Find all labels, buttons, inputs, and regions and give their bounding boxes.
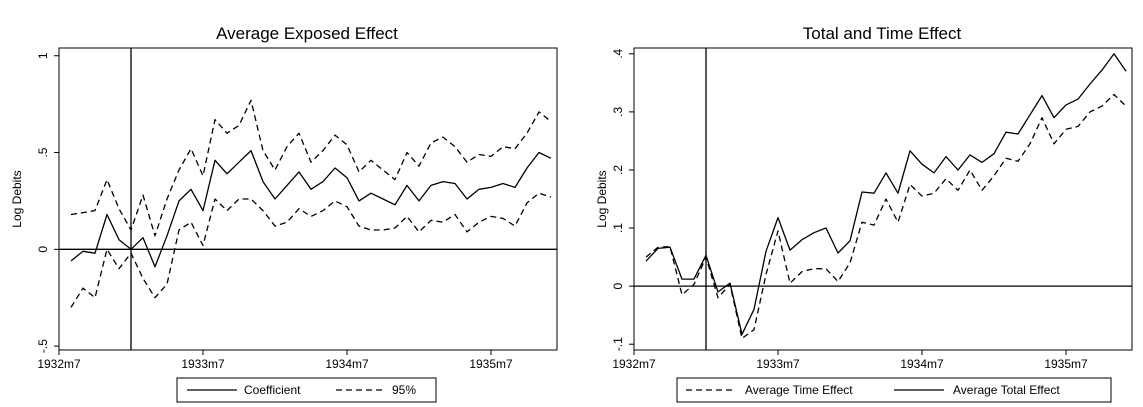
right-y-tick-label: 0 [611, 282, 625, 289]
chart-right-legend-label-total: Average Total Effect [953, 383, 1060, 397]
chart-right-x-ticks: 1932m7 1933m7 1934m7 1935m7 [612, 350, 1088, 371]
chart-right-y-axis-label: Log Debits [595, 170, 609, 227]
left-x-tick-label: 1935m7 [469, 357, 513, 371]
right-x-tick-label: 1932m7 [612, 357, 656, 371]
right-x-tick-label: 1934m7 [900, 357, 944, 371]
left-x-tick-label: 1933m7 [181, 357, 225, 371]
left-x-tick-label: 1934m7 [325, 357, 369, 371]
chart-right-plot-frame [633, 47, 1133, 351]
right-y-tick-label: .1 [611, 223, 625, 233]
chart-left-series [70, 99, 552, 308]
chart-right-title: Total and Time Effect [803, 24, 962, 43]
left-y-tick-label: 0 [36, 246, 50, 253]
chart-left-y-axis-label: Log Debits [10, 170, 24, 227]
chart-left-x-ticks: 1932m7 1933m7 1934m7 1935m7 [37, 350, 513, 371]
left-y-tick-label: 1 [36, 52, 50, 59]
chart-left-plot-frame [58, 47, 558, 351]
chart-left: Average Exposed Effect Log Debits -.5 0 .5… [10, 24, 558, 403]
chart-left-legend: Coefficient 95% [176, 377, 437, 403]
left-y-tick-label: -.5 [36, 339, 50, 353]
right-x-tick-label: 1935m7 [1044, 357, 1088, 371]
chart-right-y-ticks: -.1 0 .1 .2 .3 .4 [611, 48, 634, 351]
left-y-tick-label: .5 [36, 147, 50, 157]
chart-right-legend: Average Time Effect Average Total Effect [676, 377, 1112, 403]
chart-right-legend-label-time: Average Time Effect [745, 383, 853, 397]
right-series-line-0 [645, 93, 1127, 340]
chart-left-y-ticks: -.5 0 .5 1 [36, 52, 59, 353]
chart-right: Total and Time Effect Log Debits -.1 0 .1.… [595, 24, 1133, 403]
right-y-tick-label: .4 [611, 48, 625, 58]
chart-right-reference-lines [634, 48, 1132, 350]
chart-left-reference-lines [59, 48, 557, 350]
left-series-line-2 [70, 192, 552, 308]
chart-left-title: Average Exposed Effect [216, 24, 398, 43]
right-x-tick-label: 1933m7 [756, 357, 800, 371]
right-y-tick-label: .2 [611, 165, 625, 175]
right-y-tick-label: -.1 [611, 337, 625, 351]
left-series-line-1 [70, 99, 552, 237]
chart-left-legend-label-coefficient: Coefficient [244, 383, 301, 397]
left-series-line-0 [70, 149, 552, 268]
chart-right-series [645, 53, 1127, 340]
right-series-line-1 [645, 53, 1127, 335]
left-x-tick-label: 1932m7 [37, 357, 81, 371]
chart-left-legend-label-ci: 95% [392, 383, 416, 397]
right-y-tick-label: .3 [611, 107, 625, 117]
